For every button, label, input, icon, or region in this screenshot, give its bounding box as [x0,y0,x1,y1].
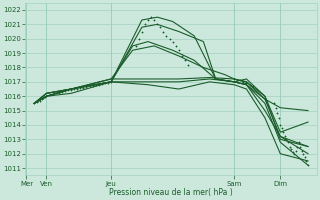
X-axis label: Pression niveau de la mer( hPa ): Pression niveau de la mer( hPa ) [109,188,233,197]
